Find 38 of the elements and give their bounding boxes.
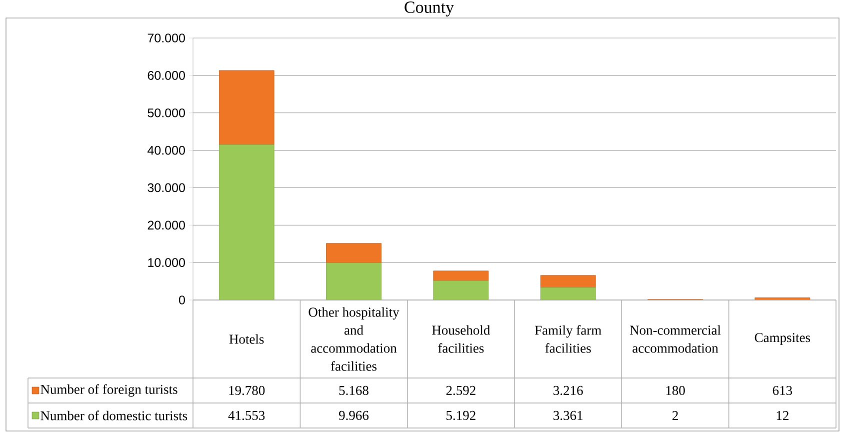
bar	[326, 262, 382, 300]
data-label: 5.192	[446, 410, 476, 420]
data-label: 2	[672, 411, 678, 420]
y-tick-label: 20.000	[148, 220, 185, 230]
bar	[433, 270, 489, 281]
x-tick-label: Hotels	[229, 334, 264, 344]
bar	[433, 280, 489, 300]
legend-label: Number of foreign turists	[40, 384, 178, 397]
chart-title: County	[404, 2, 454, 16]
x-tick-label: Campsites	[754, 333, 810, 345]
bar	[326, 243, 382, 263]
data-label: 9.966	[339, 410, 369, 420]
x-tick-label: Family farm facilities	[534, 325, 602, 353]
data-label: 2.592	[446, 386, 476, 396]
legend-label: Number of domestic turists	[40, 410, 188, 420]
data-label: 5.168	[339, 386, 368, 396]
data-label: 3.361	[554, 410, 582, 420]
y-tick-label: 30.000	[148, 183, 185, 192]
y-tick-label: 60.000	[148, 71, 185, 80]
y-tick-label: 10.000	[148, 258, 185, 267]
data-label: 41.553	[228, 410, 265, 420]
y-tick-label: 50.000	[148, 108, 185, 118]
data-label: 180	[666, 386, 685, 396]
y-tick-label: 70.000	[148, 34, 185, 42]
data-label: 12	[776, 411, 788, 420]
bar	[540, 287, 596, 300]
data-label: 3.216	[554, 386, 583, 396]
x-tick-label: Other hospitality and accommodation facilities	[308, 307, 400, 371]
bar	[540, 275, 596, 288]
y-tick-label: 0	[179, 296, 185, 304]
bar	[754, 297, 810, 300]
bar	[218, 144, 274, 300]
bar	[218, 70, 274, 145]
y-tick-label: 40.000	[148, 146, 185, 155]
data-label: 613	[772, 386, 792, 396]
x-tick-label: Household facilities	[432, 325, 490, 353]
x-tick-label: Non-commercial accommodation	[630, 325, 721, 353]
data-label: 19.780	[229, 386, 265, 396]
